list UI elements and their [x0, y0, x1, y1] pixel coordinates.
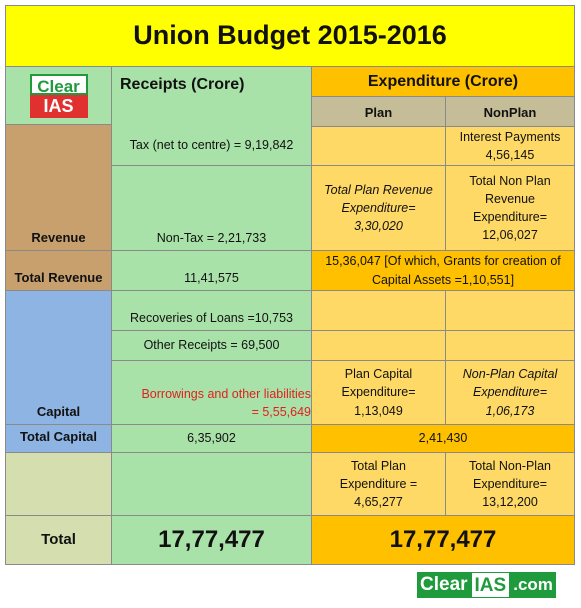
total-revenue-expenditure: 15,36,047 [Of which, Grants for creation… — [311, 250, 575, 291]
totals-receipts-blank — [111, 452, 312, 516]
footer-logo: Clear IAS .com — [417, 570, 569, 600]
total-capital-label: Total Capital — [5, 424, 112, 453]
grand-total-label: Total — [5, 515, 112, 565]
total-revenue-label: Total Revenue — [5, 250, 112, 291]
nonplan-revenue-line3: Expenditure= — [472, 210, 547, 224]
nonplan-capital-line1: Non-Plan Capital — [462, 367, 558, 382]
grand-total-receipts: 17,77,477 — [111, 515, 312, 565]
revenue-label: Revenue — [5, 124, 112, 251]
total-plan-line3: 4,65,277 — [354, 495, 403, 510]
total-nonplan-line2: Expenditure= — [472, 476, 547, 491]
total-capital-receipts: 6,35,902 — [111, 424, 312, 453]
nonplan-capital-line3: 1,06,173 — [485, 403, 535, 418]
totals-label-blank — [5, 452, 112, 516]
interest-payments: Interest Payments 4,56,145 — [445, 126, 575, 166]
total-nonplan-expenditure: Total Non-Plan Expenditure= 13,12,200 — [445, 452, 575, 516]
nonplan-capital-line2: Expenditure= — [472, 385, 547, 400]
capital-label: Capital — [5, 290, 112, 425]
total-plan-line2: Expenditure = — [339, 476, 418, 491]
interest-value: 4,56,145 — [485, 148, 535, 162]
recoveries-of-loans: Recoveries of Loans =10,753 — [111, 290, 312, 331]
borrowings-line2: = 5,55,649 — [251, 404, 311, 419]
borrowings-line1: Borrowings and other liabilities — [141, 386, 311, 401]
total-revenue-exp-line1: 15,36,047 [Of which, Grants for creation… — [325, 254, 561, 269]
footer-logo-clear: Clear — [417, 572, 471, 598]
nonplan-revenue-line1: Total Non Plan — [469, 173, 551, 188]
borrowings: Borrowings and other liabilities = 5,55,… — [111, 360, 312, 425]
other-receipts: Other Receipts = 69,500 — [111, 330, 312, 361]
expenditure-header: Expenditure (Crore) — [311, 66, 575, 97]
capital-nonplan-blank-2 — [445, 330, 575, 361]
total-nonplan-line1: Total Non-Plan — [469, 458, 551, 473]
nonplan-revenue-line4: 12,06,027 — [482, 228, 538, 243]
total-capital-expenditure: 2,41,430 — [311, 424, 575, 453]
nontax-receipt: Non-Tax = 2,21,733 — [111, 165, 312, 251]
total-revenue-exp-line2: Capital Assets =1,10,551] — [371, 272, 515, 287]
logo-word-clear: Clear — [29, 73, 88, 96]
footer-logo-ias: IAS — [470, 572, 511, 598]
plan-capital-expenditure: Plan Capital Expenditure= 1,13,049 — [311, 360, 446, 425]
capital-plan-blank-2 — [311, 330, 446, 361]
page-title: Union Budget 2015-2016 — [5, 5, 575, 67]
nonplan-capital-expenditure: Non-Plan Capital Expenditure= 1,06,173 — [445, 360, 575, 425]
interest-label: Interest Payments — [459, 129, 561, 144]
nonplan-revenue-expenditure: Total Non Plan Revenue Expenditure= 12,0… — [445, 165, 575, 251]
plan-revenue-expenditure: Total Plan Revenue Expenditure= 3,30,020 — [311, 165, 446, 251]
capital-nonplan-blank-1 — [445, 290, 575, 331]
tax-receipt: Tax (net to centre) = 9,19,842 — [111, 126, 312, 166]
footer-logo-com: .com — [510, 572, 556, 598]
plan-interest-blank — [311, 126, 446, 166]
nonplan-revenue-line2: Revenue — [484, 191, 536, 206]
plan-capital-line3: 1,13,049 — [354, 403, 403, 418]
logo-cell: Clear IAS — [5, 66, 112, 125]
logo-word-ias: IAS — [29, 94, 88, 118]
capital-plan-blank-1 — [311, 290, 446, 331]
nonplan-header: NonPlan — [445, 96, 575, 127]
plan-header: Plan — [311, 96, 446, 127]
plan-capital-line1: Plan Capital — [344, 367, 413, 382]
total-plan-line1: Total Plan — [351, 458, 406, 473]
grand-total-expenditure: 17,77,477 — [311, 515, 575, 565]
plan-revenue-line3: 3,30,020 — [354, 219, 403, 234]
clearias-logo: Clear IAS — [29, 73, 88, 118]
total-revenue-receipts: 11,41,575 — [111, 250, 312, 291]
plan-revenue-line2: Expenditure= — [341, 200, 416, 215]
plan-revenue-line1: Total Plan Revenue — [324, 182, 433, 197]
total-plan-expenditure: Total Plan Expenditure = 4,65,277 — [311, 452, 446, 516]
total-nonplan-line3: 13,12,200 — [482, 495, 538, 510]
plan-capital-line2: Expenditure= — [341, 385, 416, 400]
